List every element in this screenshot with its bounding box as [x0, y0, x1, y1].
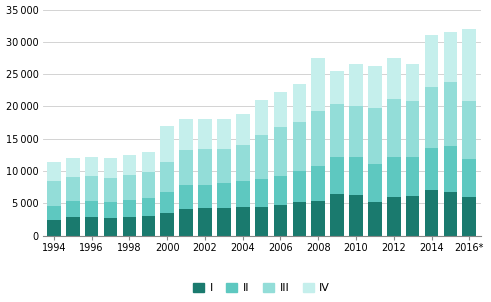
Bar [179, 185, 193, 209]
Bar [66, 178, 80, 201]
Bar [293, 202, 306, 236]
Bar [349, 157, 363, 195]
Bar [255, 100, 269, 136]
Bar [161, 162, 174, 192]
Bar [179, 150, 193, 185]
Bar [368, 164, 382, 202]
Bar [217, 183, 231, 208]
Bar [293, 171, 306, 202]
Bar [406, 64, 419, 101]
Bar [161, 213, 174, 236]
Bar [236, 181, 249, 207]
Bar [85, 201, 99, 217]
Bar [425, 87, 438, 148]
Bar [311, 111, 325, 166]
Bar [198, 149, 212, 185]
Bar [425, 190, 438, 236]
Bar [349, 195, 363, 236]
Bar [236, 114, 249, 145]
Bar [443, 146, 457, 192]
Bar [349, 64, 363, 106]
Bar [47, 206, 61, 220]
Bar [104, 178, 117, 202]
Legend: I, II, III, IV: I, II, III, IV [189, 278, 334, 298]
Bar [123, 175, 136, 200]
Bar [123, 155, 136, 175]
Bar [330, 157, 344, 194]
Bar [443, 82, 457, 146]
Bar [443, 192, 457, 236]
Bar [406, 101, 419, 157]
Bar [161, 192, 174, 213]
Bar [293, 122, 306, 171]
Bar [463, 159, 476, 198]
Bar [293, 84, 306, 122]
Bar [179, 209, 193, 236]
Bar [85, 157, 99, 176]
Bar [463, 101, 476, 159]
Bar [273, 92, 287, 127]
Bar [141, 198, 155, 216]
Bar [330, 104, 344, 157]
Bar [141, 216, 155, 236]
Bar [368, 108, 382, 164]
Bar [387, 197, 401, 236]
Bar [463, 198, 476, 236]
Bar [47, 162, 61, 181]
Bar [161, 126, 174, 162]
Bar [443, 31, 457, 82]
Bar [311, 201, 325, 236]
Bar [217, 119, 231, 149]
Bar [330, 71, 344, 104]
Bar [349, 106, 363, 157]
Bar [273, 175, 287, 204]
Bar [47, 181, 61, 206]
Bar [66, 201, 80, 217]
Bar [311, 166, 325, 201]
Bar [198, 119, 212, 149]
Bar [425, 35, 438, 87]
Bar [123, 200, 136, 217]
Bar [66, 217, 80, 236]
Bar [406, 195, 419, 236]
Bar [368, 202, 382, 236]
Bar [236, 207, 249, 236]
Bar [198, 185, 212, 208]
Bar [255, 179, 269, 207]
Bar [273, 204, 287, 236]
Bar [198, 208, 212, 236]
Bar [141, 152, 155, 172]
Bar [179, 119, 193, 150]
Bar [85, 176, 99, 201]
Bar [255, 136, 269, 179]
Bar [141, 172, 155, 198]
Bar [85, 217, 99, 236]
Bar [123, 217, 136, 236]
Bar [104, 218, 117, 236]
Bar [47, 220, 61, 236]
Bar [463, 29, 476, 101]
Bar [387, 157, 401, 197]
Bar [66, 158, 80, 178]
Bar [104, 202, 117, 218]
Bar [104, 158, 117, 178]
Bar [387, 58, 401, 99]
Bar [311, 58, 325, 111]
Bar [406, 157, 419, 195]
Bar [255, 207, 269, 236]
Bar [330, 194, 344, 236]
Bar [236, 145, 249, 181]
Bar [217, 149, 231, 183]
Bar [387, 99, 401, 157]
Bar [273, 127, 287, 175]
Bar [217, 208, 231, 236]
Bar [425, 148, 438, 190]
Bar [368, 66, 382, 108]
